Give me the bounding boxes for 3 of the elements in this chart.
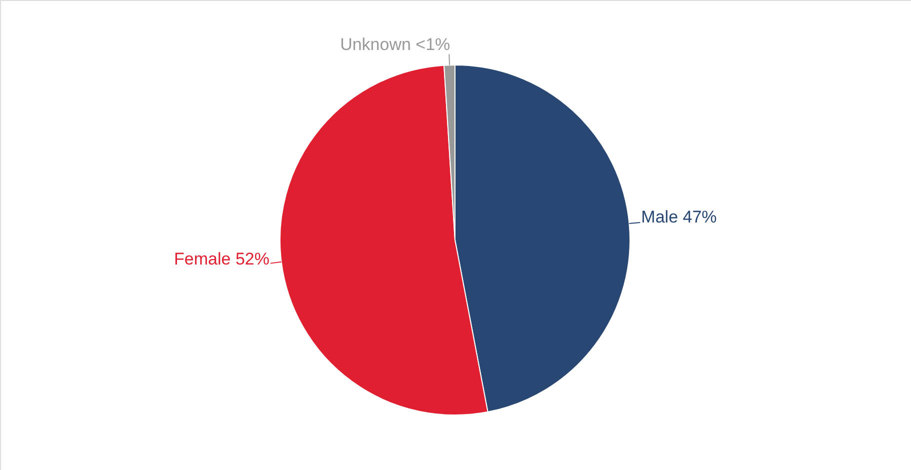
slice-label: Female 52% bbox=[174, 249, 270, 268]
slice-label: Male 47% bbox=[641, 207, 717, 226]
slice-label: Unknown <1% bbox=[340, 35, 450, 54]
